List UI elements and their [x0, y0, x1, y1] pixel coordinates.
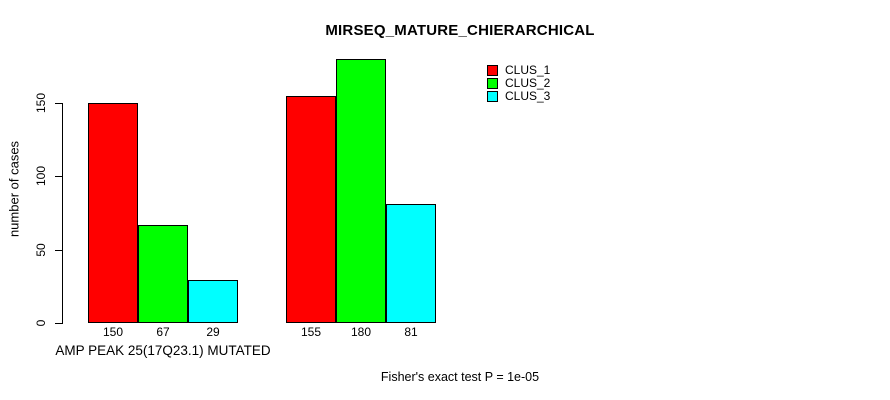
legend-item: CLUS_2: [487, 77, 550, 90]
legend-label: CLUS_1: [505, 63, 551, 77]
legend-swatch-icon: [487, 65, 498, 76]
bar-value-label: 150: [102, 325, 124, 339]
legend: CLUS_1 CLUS_2 CLUS_3: [487, 64, 550, 103]
bar-clus_2-group2: [336, 59, 386, 323]
y-tick: [55, 176, 62, 177]
bar-clus_1-group2: [286, 96, 336, 323]
y-tick-label: 100: [34, 165, 48, 187]
bar-value-label: 155: [300, 325, 322, 339]
legend-item: CLUS_3: [487, 90, 550, 103]
y-tick: [55, 323, 62, 324]
legend-item: CLUS_1: [487, 64, 550, 77]
legend-swatch-icon: [487, 91, 498, 102]
y-tick: [55, 103, 62, 104]
legend-label: CLUS_3: [505, 89, 551, 103]
bar-value-label: 29: [206, 325, 220, 339]
bar-clus_2-group1: [138, 225, 188, 323]
bar-value-label: 67: [156, 325, 170, 339]
bar-clus_1-group1: [88, 103, 138, 323]
y-axis-title: number of cases: [6, 140, 22, 238]
y-tick-label: 0: [34, 319, 48, 327]
bar-value-label: 81: [404, 325, 418, 339]
bar-value-label: 180: [350, 325, 372, 339]
bar-clus_3-group2: [386, 204, 436, 323]
bar-clus_3-group1: [188, 280, 238, 323]
y-axis-line: [62, 103, 63, 324]
y-tick-label: 50: [34, 243, 48, 257]
chart-title: MIRSEQ_MATURE_CHIERARCHICAL: [325, 22, 595, 39]
legend-label: CLUS_2: [505, 76, 551, 90]
y-tick-label: 150: [34, 92, 48, 114]
fisher-test-note: Fisher's exact test P = 1e-05: [380, 370, 540, 384]
y-tick: [55, 250, 62, 251]
x-axis-group-label: AMP PEAK 25(17Q23.1) MUTATED: [55, 343, 271, 358]
legend-swatch-icon: [487, 78, 498, 89]
